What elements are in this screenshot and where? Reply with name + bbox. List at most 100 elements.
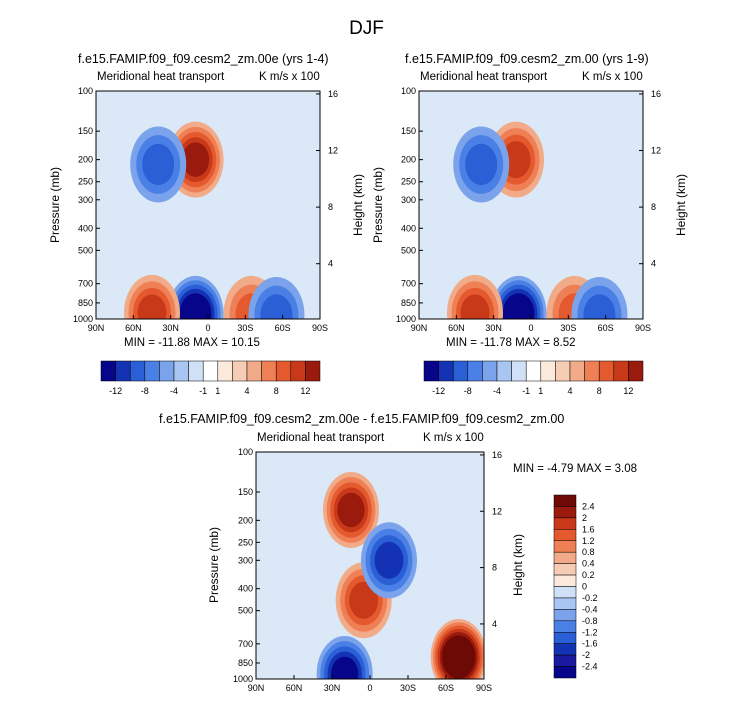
diff-colorbar-label: -0.2 <box>582 593 598 603</box>
panel1-ytick-label: 1000 <box>73 314 93 324</box>
panel3-ytick-label: 100 <box>238 447 253 457</box>
diff-colorbar-box <box>553 586 577 599</box>
colorbar1-label: -8 <box>464 386 472 396</box>
diff-colorbar-label: 0 <box>582 582 587 592</box>
panel3-contour-1-3 <box>349 581 379 619</box>
panel2-htick-label: 4 <box>651 259 656 269</box>
panel2-plot <box>418 90 644 320</box>
diff-colorbar-label: 1.2 <box>582 536 595 546</box>
diff-colorbar-box <box>553 540 577 553</box>
panel3-htick-label: 8 <box>492 563 497 573</box>
diff-colorbar-box <box>553 529 577 541</box>
panel3-contour-2-3 <box>374 541 404 579</box>
colorbar1-label: -4 <box>493 386 501 396</box>
diff-colorbar-box <box>553 517 577 530</box>
panel1-contour-5-2 <box>260 294 293 319</box>
panel3-xtick-label: 90N <box>248 683 265 693</box>
panel3-ytick-label: 300 <box>238 555 253 565</box>
diff-colorbar-label: -0.4 <box>582 604 598 614</box>
panel1-minmax: MIN = -11.88 MAX = 10.15 <box>124 337 260 349</box>
panel3-field <box>256 452 484 679</box>
colorbar1-box <box>423 360 439 382</box>
diff-colorbar-box <box>553 494 577 507</box>
panel1-plot <box>95 90 321 320</box>
colorbar0-box <box>144 360 160 382</box>
diff-colorbar-box <box>553 620 577 633</box>
panel3-ytick-label: 200 <box>238 515 253 525</box>
diff-colorbar-box <box>553 609 577 622</box>
panel3-ytick-label: 1000 <box>233 674 253 684</box>
panel1-xtick-label: 30S <box>237 323 253 333</box>
colorbar0-box <box>290 360 306 382</box>
panel3-contour-3-4 <box>331 656 359 679</box>
diff-colorbar-box <box>553 654 577 667</box>
panel3-ytick-label: 150 <box>238 487 253 497</box>
diff-colorbar-label: 0.2 <box>582 570 595 580</box>
panel3-htick-label: 12 <box>492 506 502 516</box>
panel2-xtick-label: 30S <box>560 323 576 333</box>
panel3-xtick-label: 90S <box>476 683 492 693</box>
colorbar0-label: -8 <box>141 386 149 396</box>
diff-colorbar-label: -2 <box>582 650 590 660</box>
panel1-contour-2-5 <box>182 297 209 319</box>
diff-colorbar-label: -0.8 <box>582 616 598 626</box>
panel2-ytick-label: 400 <box>401 223 416 233</box>
panel1-xtick-label: 90S <box>312 323 328 333</box>
panel1-ytick-label: 100 <box>78 86 93 96</box>
panel1-left-label: Meridional heat transport <box>97 71 225 83</box>
colorbar0-label: -1 <box>199 386 207 396</box>
panel2-minmax: MIN = -11.78 MAX = 8.52 <box>446 337 576 349</box>
diff-colorbar-box <box>553 666 577 679</box>
panel3-xtick-label: 30N <box>324 683 341 693</box>
panel1-ytick-label: 150 <box>78 126 93 136</box>
panel2-contour-5-2 <box>583 294 616 319</box>
colorbar0-box <box>305 360 321 382</box>
colorbar1-box <box>438 360 454 382</box>
panel2-htick-label: 16 <box>651 89 661 99</box>
colorbar1-label: 4 <box>567 386 572 396</box>
panel1-htick-label: 8 <box>328 202 333 212</box>
colorbar0-box <box>188 360 204 382</box>
diff-colorbar-label: -1.2 <box>582 627 598 637</box>
panel1-ytick-label: 500 <box>78 245 93 255</box>
panel2-ytick-label: 100 <box>401 86 416 96</box>
panel2-xtick-label: 60N <box>448 323 465 333</box>
colorbar1-label: -12 <box>432 386 445 396</box>
colorbar1-label: -1 <box>522 386 530 396</box>
colorbar1-box <box>482 360 498 382</box>
colorbar0-label: -4 <box>170 386 178 396</box>
panel1-contour-3-3 <box>137 294 167 319</box>
colorbar0-box <box>246 360 262 382</box>
panel3-right-label: K m/s x 100 <box>423 432 484 444</box>
panel1-title: f.e15.FAMIP.f09_f09.cesm2_zm.00e (yrs 1-… <box>78 52 329 66</box>
panel3-minmax: MIN = -4.79 MAX = 3.08 <box>513 463 638 475</box>
panel2-contour-2-5 <box>505 297 532 319</box>
panel2-contour-1-2 <box>465 143 498 186</box>
diff-colorbar-box <box>553 632 577 644</box>
panel3-ytick-label: 400 <box>238 584 253 594</box>
panel2-ytick-label: 700 <box>401 279 416 289</box>
page-title: DJF <box>349 18 384 39</box>
colorbar0-box <box>232 360 248 382</box>
panel1-htick-label: 4 <box>328 259 333 269</box>
panel2-contour-3-3 <box>460 294 490 319</box>
panel3-plot <box>255 451 485 680</box>
panel3-xtick-label: 0 <box>367 683 372 693</box>
panel2-ytick-label: 150 <box>401 126 416 136</box>
colorbar1-label: 1 <box>538 386 543 396</box>
colorbar1-box <box>569 360 585 382</box>
panel3-htick-label: 4 <box>492 619 497 629</box>
diff-colorbar-label: 2.4 <box>582 501 595 511</box>
diff-colorbar-label: 2 <box>582 513 587 523</box>
diff-colorbar-box <box>553 574 577 587</box>
panel2-ytick-label: 1000 <box>396 314 416 324</box>
panel1-xtick-label: 90N <box>88 323 105 333</box>
colorbar1-box <box>467 360 483 382</box>
colorbar1-box <box>525 360 542 382</box>
colorbar0-label: 12 <box>300 386 310 396</box>
colorbar0-box <box>173 360 189 382</box>
panel2-left-label: Meridional heat transport <box>420 71 548 83</box>
colorbar0-box <box>261 360 277 382</box>
panel3-xtick-label: 30S <box>400 683 416 693</box>
